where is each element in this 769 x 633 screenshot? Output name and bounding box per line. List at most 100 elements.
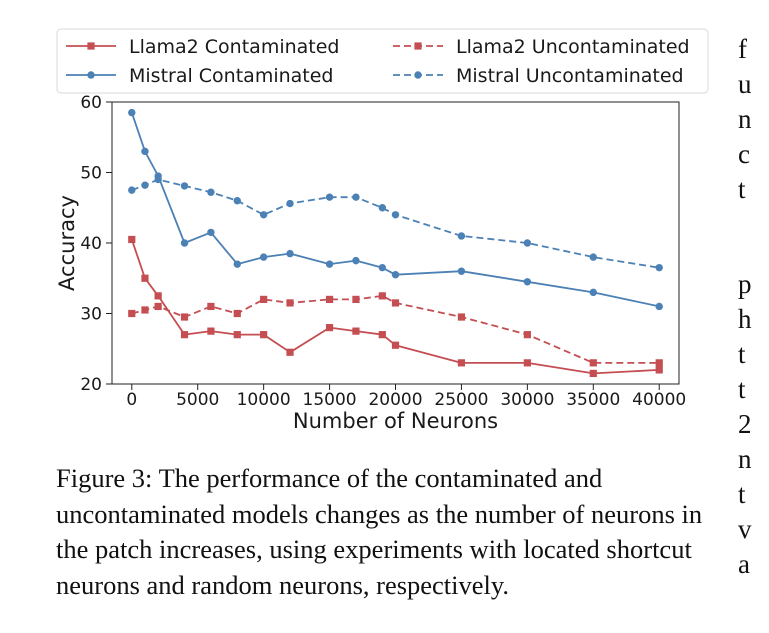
data-point: [141, 274, 149, 282]
x-tick-label: 10000: [237, 390, 291, 410]
data-point: [589, 288, 597, 297]
legend-label: Mistral Uncontaminated: [456, 65, 684, 87]
data-point: [655, 366, 663, 374]
data-point: [655, 359, 663, 367]
legend-label: Mistral Contaminated: [129, 65, 334, 87]
data-point: [589, 359, 597, 367]
data-point: [523, 359, 531, 367]
data-point: [523, 239, 532, 247]
x-axis: 0 5000 10000 15000 20000 25000 30000 35000 40000: [126, 384, 686, 410]
data-point: [207, 188, 215, 196]
data-point: [207, 228, 215, 237]
data-point: [391, 341, 400, 349]
legend-label: Llama2 Contaminated: [129, 36, 339, 58]
data-point: [259, 253, 268, 261]
legend-item: Llama2 Uncontaminated: [393, 36, 690, 58]
y-tick-label: 20: [80, 375, 102, 395]
data-point: [154, 175, 162, 184]
y-tick-label: 60: [80, 93, 102, 113]
data-point: [286, 199, 294, 208]
data-point: [352, 256, 360, 265]
data-point: [378, 263, 387, 272]
x-tick-label: 0: [126, 390, 137, 410]
data-point: [325, 324, 334, 332]
figure-caption: Figure 3: The performance of the contami…: [56, 463, 703, 600]
data-point: [141, 147, 149, 156]
data-point: [260, 331, 268, 339]
data-point: [378, 331, 386, 339]
right-column-fragment: a: [738, 549, 750, 579]
right-column-fragment: h: [738, 304, 752, 334]
data-point: [154, 302, 162, 311]
data-point: [128, 235, 136, 244]
data-point: [233, 197, 241, 205]
data-point: [655, 263, 663, 272]
data-point: [141, 306, 149, 314]
x-tick-label: 5000: [176, 390, 219, 410]
data-point: [180, 313, 189, 321]
legend-item: Mistral Contaminated: [66, 65, 334, 87]
data-point: [207, 302, 215, 311]
data-point: [523, 331, 531, 339]
right-column-fragment: f: [738, 34, 747, 64]
series-line: [131, 294, 660, 364]
data-point: [391, 299, 400, 307]
data-point: [128, 309, 136, 318]
x-tick-label: 40000: [632, 390, 686, 410]
y-tick-label: 40: [80, 234, 102, 254]
series-mistral-contaminated: [128, 108, 663, 311]
series-mistral-uncontaminated: [128, 175, 663, 272]
legend-swatch-marker: [414, 71, 422, 79]
y-axis-label: Accuracy: [55, 195, 79, 291]
legend-swatch-marker: [414, 42, 422, 50]
legend: Llama2 Contaminated Llama2 Uncontaminated…: [56, 28, 709, 94]
right-column-fragment: t: [738, 374, 746, 404]
data-point: [233, 309, 241, 318]
series-line: [130, 112, 660, 308]
data-point: [655, 302, 663, 311]
right-column-fragment: t: [738, 479, 746, 509]
y-tick-label: 50: [80, 164, 102, 184]
right-column-fragment: n: [738, 104, 752, 134]
data-point: [352, 327, 360, 335]
data-point: [589, 253, 597, 261]
data-point: [589, 369, 597, 378]
right-column-fragment: v: [738, 514, 752, 544]
legend-swatch-marker: [87, 71, 95, 79]
data-point: [128, 108, 136, 117]
data-point: [378, 292, 386, 300]
data-point: [325, 295, 334, 303]
legend-box: [56, 28, 709, 94]
data-point: [457, 313, 466, 321]
data-point: [260, 295, 268, 303]
series-llama2-uncontaminated: [128, 292, 663, 367]
data-point: [457, 359, 466, 367]
data-point: [128, 186, 136, 194]
legend-item: Mistral Uncontaminated: [393, 65, 684, 87]
data-point: [233, 260, 241, 268]
data-point: [207, 327, 215, 335]
x-tick-label: 15000: [303, 390, 357, 410]
series-line: [131, 178, 660, 269]
right-column-fragment: u: [738, 69, 752, 99]
data-point: [286, 249, 294, 258]
chart: 0 5000 10000 15000 20000 25000 30000 35000 40000…: [55, 28, 709, 433]
right-column-fragment: t: [738, 174, 746, 204]
data-point: [325, 260, 334, 268]
data-point: [286, 299, 294, 307]
x-tick-label: 20000: [368, 390, 422, 410]
data-point: [154, 292, 162, 300]
y-axis: 20 30 40 50 60: [80, 93, 112, 395]
series-line: [130, 239, 660, 375]
x-tick-label: 35000: [566, 390, 620, 410]
data-point: [378, 204, 387, 212]
right-column-fragment: n: [738, 444, 752, 474]
data-point: [391, 271, 400, 279]
right-column-fragment: p: [738, 269, 752, 299]
data-point: [180, 239, 189, 247]
data-point: [352, 193, 360, 201]
data-point: [352, 295, 360, 303]
right-column-fragment: 2: [738, 409, 752, 439]
data-point: [523, 278, 532, 286]
series-llama2-contaminated: [128, 235, 663, 378]
